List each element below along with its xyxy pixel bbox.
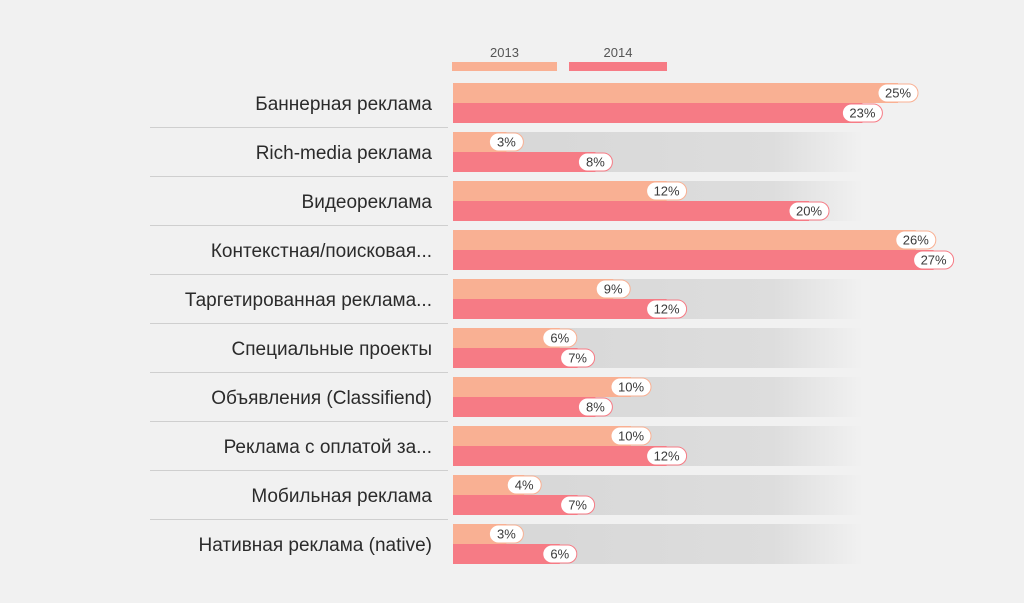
bar-2013 [453,426,631,446]
value-label: 27% [921,253,947,268]
value-label: 7% [568,351,587,366]
value-label-bg [788,201,830,221]
legend-label-2013: 2013 [490,45,519,60]
value-label: 12% [654,302,680,317]
value-label: 6% [550,331,569,346]
bar-group [453,83,934,564]
value-label: 20% [796,204,822,219]
bar-2013 [453,475,525,495]
value-label: 10% [618,380,644,395]
value-label-bg [877,83,919,103]
category-label: Баннерная реклама [255,94,432,115]
value-label: 3% [497,135,516,150]
category-label: Специальные проекты [232,339,433,360]
value-label-bg [895,230,937,250]
category-label: Видеореклама [302,192,433,213]
bar-2014 [453,446,667,466]
value-label: 10% [618,429,644,444]
bar-2013 [453,181,667,201]
value-label-bg [560,348,596,368]
value-label: 12% [654,184,680,199]
value-label-bg [646,446,688,466]
bar-2014 [453,250,934,270]
bar-2013 [453,377,631,397]
value-label-bg [610,426,652,446]
value-label: 4% [515,478,534,493]
legend: 2013 2014 [452,45,667,71]
bar-2013 [453,83,898,103]
value-label-bg [542,544,578,564]
value-label-bg [646,299,688,319]
value-label: 6% [550,547,569,562]
separator-group [150,127,448,520]
bar-2014 [453,152,596,172]
value-label-bg [560,495,596,515]
value-label-bg [577,152,613,172]
bar-2014 [453,299,667,319]
value-label: 7% [568,498,587,513]
value-label-bg [488,132,524,152]
value-label-bg [913,250,955,270]
bar-2014 [453,348,578,368]
bar-2014 [453,201,809,221]
bar-2014 [453,495,578,515]
bar-2014 [453,397,596,417]
value-label-bg [610,377,652,397]
value-label-bg [542,328,578,348]
bar-2014 [453,544,560,564]
category-label: Таргетированная реклама... [185,290,432,311]
value-label: 9% [604,282,623,297]
category-label: Реклама с оплатой за... [224,437,432,458]
value-label: 8% [586,155,605,170]
legend-swatch-2014 [569,62,667,71]
value-label: 12% [654,449,680,464]
bar-2013 [453,328,560,348]
value-label-bg [577,397,613,417]
value-label-bg [841,103,883,123]
value-label-bg [646,181,688,201]
category-label: Нативная реклама (native) [199,535,432,556]
category-label: Объявления (Classifiend) [211,388,432,409]
value-label: 26% [903,233,929,248]
value-label-bg [488,524,524,544]
category-label: Контекстная/поисковая... [211,241,432,262]
value-label: 3% [497,527,516,542]
legend-label-2014: 2014 [604,45,633,60]
value-label-bg [595,279,631,299]
legend-swatch-2013 [452,62,557,71]
bar-2014 [453,103,863,123]
value-label-bg [506,475,542,495]
bar-2013 [453,230,916,250]
value-label: 23% [849,106,875,121]
category-label-group: Баннерная реклама Rich-media реклама Видео… [185,94,433,556]
category-label: Мобильная реклама [251,486,432,507]
value-label: 25% [885,86,911,101]
value-label-group: 25% 23% 3% 8% 12% 20% 26% 27% 9% 12% 6% 7% 10% 8% 10% 1… [488,83,955,564]
category-label: Rich-media реклама [256,143,433,164]
bar-2013 [453,279,614,299]
value-label: 8% [586,400,605,415]
